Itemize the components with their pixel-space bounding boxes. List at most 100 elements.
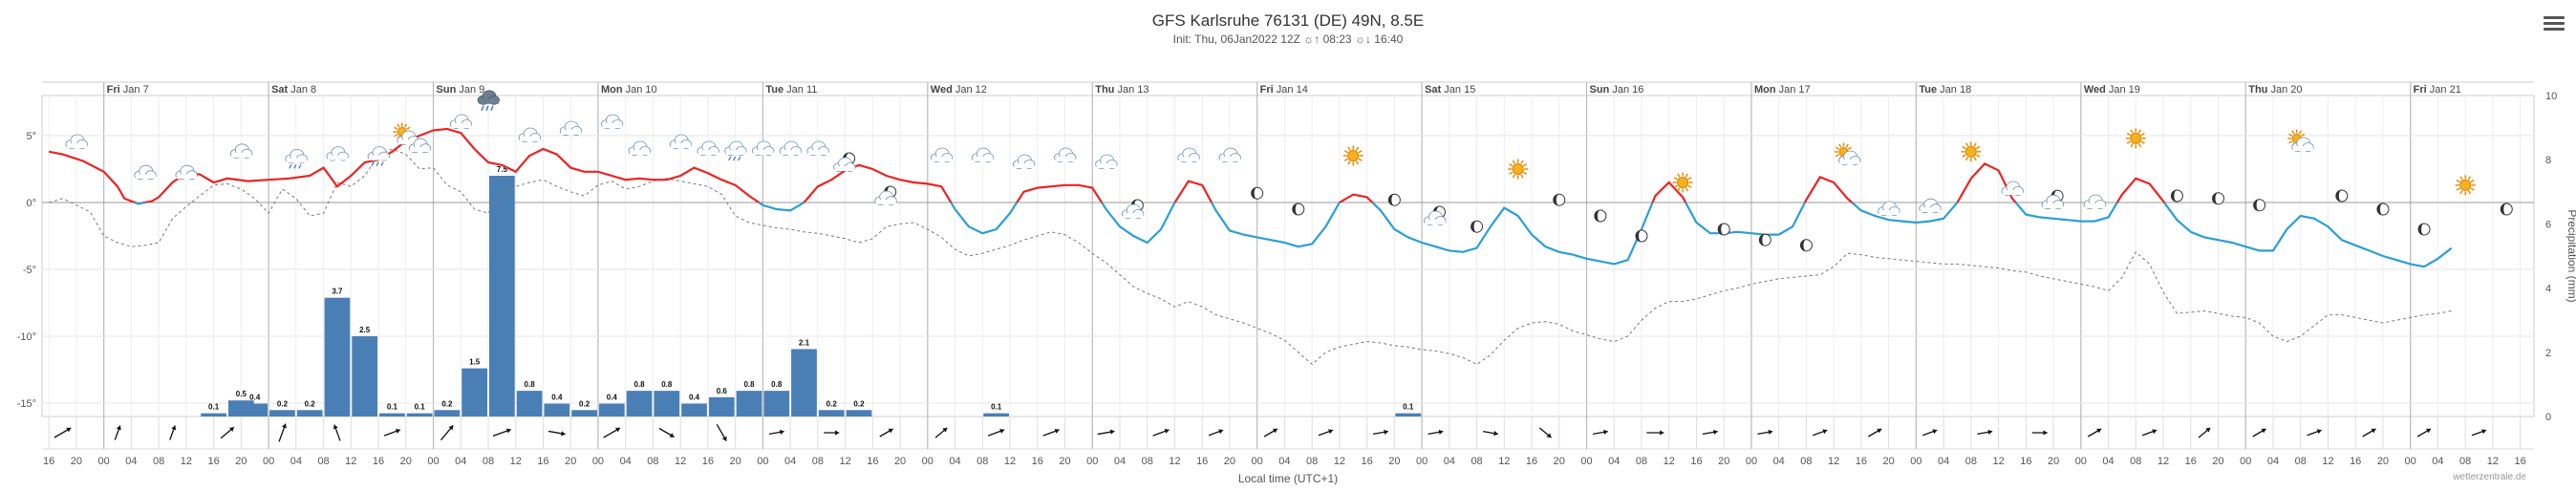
wind-arrow bbox=[1152, 428, 1170, 437]
sun-ray bbox=[397, 123, 400, 128]
rain-drop bbox=[289, 164, 292, 169]
temperature-line-cold bbox=[131, 203, 2453, 268]
precip-bar bbox=[763, 391, 790, 416]
storm-cloud-icon bbox=[477, 90, 500, 112]
precip-bar-label: 0.6 bbox=[717, 387, 728, 395]
rain-cloud-icon bbox=[285, 148, 308, 169]
rain-drop bbox=[728, 156, 732, 161]
hour-tick-label: 04 bbox=[2267, 456, 2279, 467]
hour-tick-label: 08 bbox=[1142, 456, 1153, 467]
moon-shade bbox=[2253, 199, 2260, 211]
day-label: Wed Jan 12 bbox=[931, 84, 987, 96]
cloud-part bbox=[753, 150, 774, 155]
cloud-part bbox=[2002, 190, 2023, 195]
cloud-icon bbox=[2083, 194, 2107, 209]
wind-arrow bbox=[1428, 429, 1444, 436]
hour-tick-label: 20 bbox=[894, 456, 906, 467]
wind-arrow-head bbox=[2371, 428, 2376, 434]
sun-ray bbox=[2140, 132, 2145, 137]
precip-bar-label: 0.1 bbox=[1403, 403, 1414, 412]
hour-tick-label: 16 bbox=[1361, 456, 1372, 467]
cloud-part bbox=[1920, 207, 1941, 213]
sun-ray bbox=[1976, 154, 1981, 158]
wind-arrow bbox=[1813, 429, 1828, 437]
cloud-part bbox=[973, 157, 994, 161]
cloud-icon bbox=[65, 134, 88, 149]
rain-drop bbox=[371, 161, 375, 166]
sun-ray bbox=[2467, 190, 2472, 195]
moon-icon bbox=[1758, 233, 1771, 246]
sunset-icon: ☼↓ bbox=[1354, 32, 1371, 46]
wind-arrow-head bbox=[1546, 433, 1552, 438]
sun-ray bbox=[1847, 146, 1853, 150]
rain-drop bbox=[733, 156, 737, 161]
hour-tick-label: 12 bbox=[181, 456, 192, 467]
sun-ray bbox=[394, 126, 398, 130]
precip-bar-label: 1.5 bbox=[469, 358, 481, 367]
sun-icon bbox=[1961, 141, 1982, 162]
sun-ray bbox=[406, 126, 411, 130]
moon-icon bbox=[1292, 203, 1305, 216]
wind-arrow-head bbox=[1272, 428, 1277, 434]
cloud-part bbox=[1014, 163, 1035, 168]
hour-tick-label: 04 bbox=[949, 456, 960, 467]
precip-bar-label: 0.2 bbox=[305, 399, 316, 408]
hour-tick-label: 12 bbox=[1169, 456, 1180, 467]
precip-bar-label: 0.4 bbox=[607, 394, 618, 402]
cloud-part bbox=[369, 155, 390, 160]
right-axis-tick-label: 6 bbox=[2545, 219, 2551, 230]
cloud-part bbox=[410, 147, 431, 153]
hour-tick-label: 12 bbox=[510, 456, 522, 467]
sun-ray bbox=[1677, 187, 1681, 192]
wind-arrow-head bbox=[2481, 429, 2487, 435]
wind-arrow-head bbox=[1987, 429, 1993, 435]
precip-bar bbox=[1395, 413, 1422, 416]
wind-arrow-head bbox=[2316, 429, 2322, 435]
sun-disc bbox=[1512, 163, 1524, 175]
hamburger-menu-icon[interactable] bbox=[2544, 13, 2565, 32]
hour-tick-label: 08 bbox=[483, 456, 494, 467]
hour-tick-label: 04 bbox=[290, 456, 302, 467]
cloud-icon bbox=[1878, 201, 1900, 216]
sun-ray bbox=[1522, 171, 1528, 175]
precip-bar bbox=[818, 410, 845, 416]
hour-tick-label: 00 bbox=[427, 456, 439, 467]
sun-ray bbox=[1512, 174, 1516, 179]
left-axis-tick-label: -10° bbox=[17, 331, 36, 343]
sun-ray bbox=[403, 123, 408, 128]
hour-tick-label: 00 bbox=[263, 456, 274, 467]
hour-tick-label: 08 bbox=[153, 456, 164, 467]
hour-tick-label: 04 bbox=[620, 456, 632, 467]
rain-drop bbox=[485, 105, 489, 112]
sun-ray bbox=[2291, 130, 2295, 135]
wind-arrow-head bbox=[1164, 428, 1170, 434]
moon-cloud-icon bbox=[1121, 199, 1145, 219]
right-axis-tick-label: 10 bbox=[2545, 91, 2557, 102]
cloud-part bbox=[1219, 157, 1240, 161]
wind-arrow bbox=[2141, 429, 2157, 437]
hour-tick-label: 08 bbox=[1470, 456, 1482, 467]
cloud-part bbox=[834, 166, 855, 171]
hour-tick-label: 04 bbox=[1608, 456, 1620, 467]
cloud-icon bbox=[1919, 198, 1942, 214]
precip-bar-label: 0.8 bbox=[525, 380, 536, 389]
moon-shade bbox=[1759, 234, 1766, 246]
sun-ray bbox=[2140, 140, 2145, 144]
precip-bar bbox=[201, 413, 226, 416]
day-label: Sat Jan 8 bbox=[271, 84, 316, 96]
cloud-icon bbox=[518, 127, 542, 142]
hour-tick-label: 00 bbox=[1580, 456, 1592, 467]
hour-tick-label: 20 bbox=[565, 456, 576, 467]
wind-arrow bbox=[1097, 429, 1115, 436]
wind-arrow bbox=[114, 425, 121, 440]
wind-arrow bbox=[1373, 429, 1388, 436]
credits-link[interactable]: wetterzentrale.de bbox=[2453, 472, 2526, 482]
wind-arrow bbox=[1646, 430, 1664, 436]
cloud-icon bbox=[134, 164, 157, 181]
sun-ray bbox=[1509, 163, 1513, 167]
right-axis-title: Precipitation (mm) bbox=[2565, 209, 2576, 302]
sun-disc bbox=[1677, 177, 1689, 188]
wind-arrow-head bbox=[1932, 429, 1938, 435]
precip-bar bbox=[352, 336, 378, 416]
